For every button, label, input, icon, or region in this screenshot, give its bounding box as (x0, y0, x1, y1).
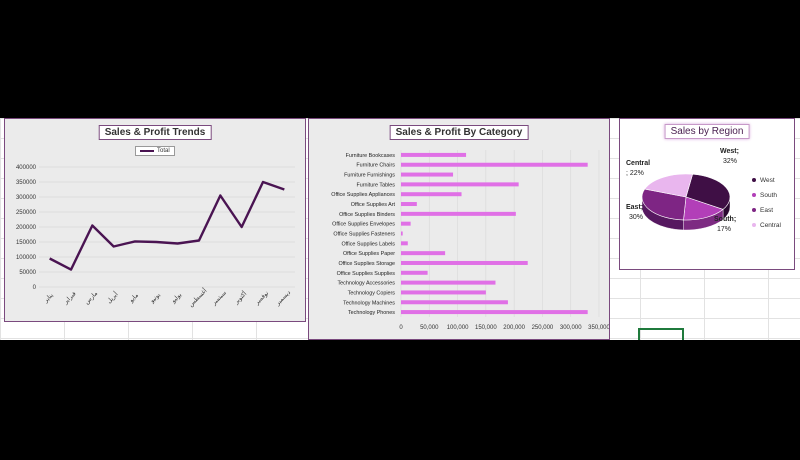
y-tick-label: 250000 (16, 210, 37, 216)
y-tick-label: 100000 (16, 255, 37, 261)
y-tick-label: 350000 (16, 180, 37, 186)
pie-data-label-pct: 32% (723, 158, 737, 165)
x-tick-label: يونيو (149, 292, 162, 305)
category-bar (401, 310, 588, 315)
legend-marker (752, 178, 756, 182)
category-bar (401, 251, 446, 256)
x-tick-label: 0 (399, 325, 403, 331)
series-line-total (49, 180, 285, 271)
y-tick-label: 300000 (16, 195, 37, 201)
trend-chart-title: Sales & Profit Trends (98, 125, 212, 140)
category-bar (401, 202, 417, 207)
category-label: Office Supplies Labels (341, 241, 395, 247)
pie-data-label-name: West; (720, 148, 739, 155)
spreadsheet-area: Sales & Profit Trends Total 0 50000 100000… (0, 118, 800, 340)
category-bar (401, 270, 428, 275)
legend-label: East (760, 207, 773, 214)
category-label: Office Supplies Fasteners (333, 232, 395, 238)
category-bar (401, 162, 588, 167)
region-chart-title: Sales by Region (664, 124, 750, 139)
x-tick-label: 300,000 (560, 325, 582, 331)
x-tick-label: 350,000 (588, 325, 609, 331)
category-bar (401, 231, 403, 236)
x-tick-label: مارس (83, 290, 99, 306)
category-bar (401, 192, 462, 197)
category-bar (401, 280, 496, 285)
legend-label: West (760, 177, 775, 184)
x-tick-label: أغسطس (186, 286, 209, 309)
x-tick-label: 250,000 (532, 325, 554, 331)
x-tick-label: فبراير (62, 290, 78, 306)
y-tick-label: 400000 (16, 165, 37, 171)
y-tick-label: 0 (33, 285, 37, 291)
trend-chart-panel[interactable]: Sales & Profit Trends Total 0 50000 100000… (4, 118, 306, 322)
legend-label: Central (760, 222, 782, 229)
category-bar (401, 152, 467, 157)
region-chart-svg: West; 32% South; 17% East; 30% Central ; 22% Wes… (626, 148, 782, 233)
category-label: Furniture Furnishings (344, 173, 395, 179)
x-tick-label: يوليو (169, 291, 183, 305)
category-label: Technology Copiers (348, 290, 396, 296)
pie-data-label-pct: 30% (629, 214, 643, 221)
pie-data-label-name: Central (626, 160, 650, 167)
category-label: Technology Phones (348, 310, 395, 316)
x-tick-label: نوفمبر (254, 290, 271, 307)
category-label: Furniture Chairs (356, 163, 395, 169)
pie-slice-east (641, 188, 687, 221)
trend-chart-svg: 0 50000 100000 150000 200000 250000 300000 3500… (16, 165, 295, 309)
category-bar (401, 260, 528, 265)
y-tick-label: 200000 (16, 225, 37, 231)
y-tick-label: 150000 (16, 240, 37, 246)
legend-marker (752, 223, 756, 227)
category-bar (401, 172, 454, 177)
x-tick-label: 150,000 (475, 325, 497, 331)
pie-slice-south (683, 196, 724, 221)
pie-slice-central (644, 173, 693, 198)
legend-series-name: Total (157, 148, 170, 154)
category-bar (401, 221, 411, 226)
x-tick-label: يناير (42, 292, 55, 305)
category-bar (401, 211, 516, 216)
legend-label: South (760, 192, 777, 199)
category-label: Furniture Tables (356, 182, 395, 188)
legend-line-swatch (140, 150, 154, 152)
category-label: Furniture Bookcases (346, 153, 396, 159)
category-label: Office Supplies Paper (343, 251, 395, 257)
selected-cell[interactable] (638, 328, 684, 340)
legend-marker (752, 193, 756, 197)
x-tick-label: 100,000 (447, 325, 469, 331)
category-chart-svg: 0 50,000 100,000 150,000 200,000 250,000 300,0… (331, 150, 611, 331)
pie-data-label-name: South; (714, 216, 736, 223)
category-label: Office Supplies Binders (339, 212, 395, 218)
category-label: Office Supplies Supplies (337, 271, 396, 277)
pie-data-label-pct: ; 22% (626, 170, 644, 177)
x-tick-label: أبريل (104, 289, 120, 305)
x-tick-label: 200,000 (503, 325, 525, 331)
legend-marker (752, 208, 756, 212)
x-tick-label: ديسمبر (274, 289, 292, 307)
x-tick-label: أكتوبر (231, 289, 248, 306)
pie-data-label-name: East; (626, 204, 643, 211)
trend-legend: Total (135, 146, 175, 156)
category-label: Office Supplies Storage (338, 261, 395, 267)
x-tick-label: مايو (127, 292, 140, 305)
category-label: Office Supplies Art (351, 202, 396, 208)
category-bar (401, 241, 408, 246)
category-chart-title: Sales & Profit By Category (389, 125, 529, 140)
category-label: Technology Accessories (337, 281, 395, 287)
x-tick-label: سبتمبر (211, 290, 228, 307)
pie-data-label-pct: 17% (717, 226, 731, 233)
category-label: Office Supplies Appliances (331, 192, 395, 198)
category-bar (401, 300, 508, 305)
x-tick-label: 50,000 (420, 325, 439, 331)
category-label: Office Supplies Envelopes (332, 222, 395, 228)
y-tick-label: 50000 (19, 270, 36, 276)
category-bar (401, 290, 486, 295)
category-bar (401, 182, 519, 187)
region-chart-panel[interactable]: Sales by Region West; 32% South; 17% East; 30… (619, 118, 795, 270)
category-chart-panel[interactable]: Sales & Profit By Category 0 50,000 100,00… (308, 118, 611, 340)
category-label: Technology Machines (343, 300, 395, 306)
